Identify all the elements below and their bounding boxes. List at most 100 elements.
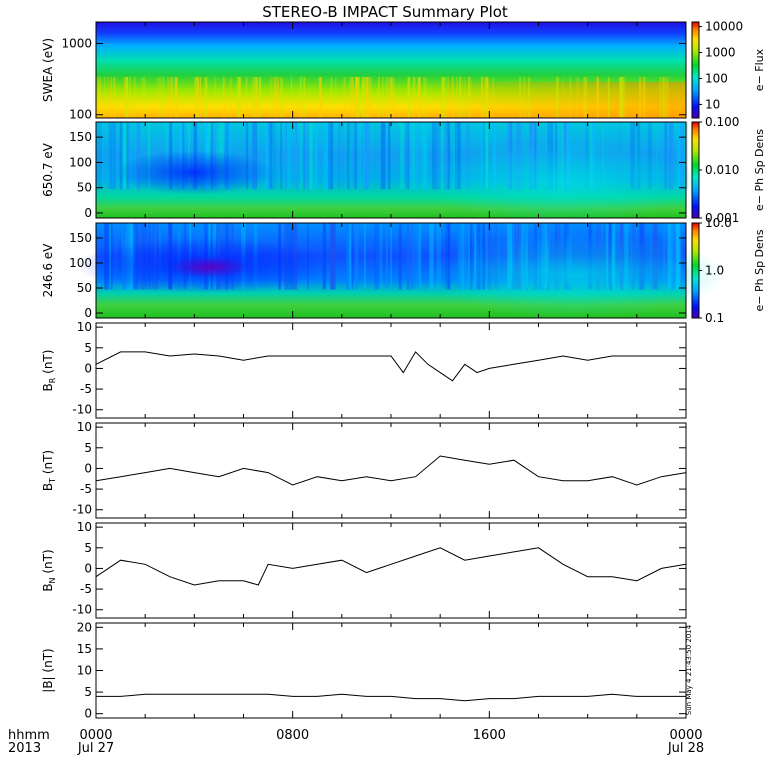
y-tick-label: 5 xyxy=(84,685,92,699)
y-tick-label: -5 xyxy=(80,482,92,496)
spectrogram-streak xyxy=(407,223,410,290)
spectrogram-streak xyxy=(343,77,346,118)
spectrogram-streak xyxy=(385,77,388,118)
y-tick-label: 10 xyxy=(77,420,92,434)
spectrogram-streak xyxy=(351,122,354,190)
spectrogram-streak xyxy=(103,77,106,118)
y-axis-label-subscript: N xyxy=(48,577,57,583)
spectrogram-streak xyxy=(364,122,370,190)
spectrogram-streak xyxy=(416,223,420,290)
spectrogram-streak xyxy=(468,77,470,118)
spectrogram-streak xyxy=(110,77,112,118)
spectrogram-streak xyxy=(320,77,322,118)
spectrogram-streak xyxy=(101,122,104,190)
spectrogram-streak xyxy=(110,122,116,190)
spectrogram-streak xyxy=(642,77,646,118)
spectrogram-streak xyxy=(444,122,448,190)
spectrogram-streak xyxy=(447,77,449,118)
spectrogram-streak xyxy=(114,122,117,190)
spectrogram-streak xyxy=(365,77,368,118)
y-tick-label: -5 xyxy=(80,382,92,396)
timestamp: Sun May 4 21:43:50 2014 xyxy=(685,624,693,715)
spectrogram-streak xyxy=(519,77,522,118)
spectrogram-streak xyxy=(349,223,351,290)
spectrogram-streak xyxy=(442,77,445,118)
spectrogram-streak xyxy=(245,77,248,118)
panel-frame xyxy=(95,522,687,619)
spectrogram-streak xyxy=(351,77,354,118)
spectrogram-streak xyxy=(294,122,298,190)
y-tick-label: -5 xyxy=(80,582,92,596)
spectrogram-streak xyxy=(663,77,666,118)
spectrogram-streak xyxy=(280,77,283,118)
spectrogram-streak xyxy=(398,223,402,290)
spectrogram-feature xyxy=(114,150,275,195)
spectrogram-streak xyxy=(229,77,232,118)
y-axis-label: BR (nT) xyxy=(41,350,57,392)
spectrogram-streak xyxy=(480,77,483,118)
y-axis-label-symbol: B xyxy=(41,583,55,591)
spectrogram-streak xyxy=(111,122,114,190)
y-tick-label: 0 xyxy=(84,461,92,475)
spectrogram-streak xyxy=(406,223,411,290)
y-axis-label-symbol: B xyxy=(41,383,55,391)
y-tick-label: 5 xyxy=(84,341,92,355)
spectrogram-streak xyxy=(659,77,662,118)
spectrogram-streak xyxy=(339,122,344,190)
colorbar-pad246 xyxy=(691,222,700,319)
spectrogram-streak xyxy=(135,122,137,190)
spectrogram-streak xyxy=(447,122,450,190)
colorbar-swea xyxy=(691,21,700,119)
spectrogram-streak xyxy=(620,77,622,118)
spectrogram-streak xyxy=(285,122,290,190)
spectrogram-streak xyxy=(417,77,421,118)
spectrogram-streak xyxy=(363,122,368,190)
spectrogram-streak xyxy=(436,122,441,190)
spectrogram-streak xyxy=(303,122,305,190)
spectrogram-streak xyxy=(436,223,442,290)
spectrogram-streak xyxy=(375,223,381,290)
panel-bt: -10 -5 0 5 10 BT (nT) xyxy=(41,420,687,519)
spectrogram-streak xyxy=(482,77,484,118)
spectrogram-streak xyxy=(245,122,249,190)
spectrogram-streak xyxy=(424,77,427,118)
spectrogram-streak xyxy=(412,77,415,118)
spectrogram-streak xyxy=(464,77,466,118)
spectrogram-streak xyxy=(318,77,322,118)
spectrogram-streak xyxy=(253,77,257,118)
spectrogram-feature xyxy=(423,142,704,223)
spectrogram-streak xyxy=(355,77,357,118)
y-axis-label: |B| (nT) xyxy=(41,648,55,692)
spectrogram-streak xyxy=(136,122,141,190)
spectrogram-streak xyxy=(431,122,437,190)
spectrogram-streak xyxy=(348,122,352,190)
colorbar-tick-label: 10000 xyxy=(705,20,743,34)
spectrogram-streak xyxy=(265,122,271,190)
panel-pad246: 0.1 1.0 10.0 e− Ph Sp Dens 0 50 100 150 246.6 eV xyxy=(41,216,766,325)
spectrogram-streak xyxy=(354,223,359,290)
spectrogram-streak xyxy=(362,77,365,118)
spectrogram-streak xyxy=(299,122,303,190)
spectrogram-streak xyxy=(122,122,127,190)
panel-bmag: 0 5 10 15 20 |B| (nT) xyxy=(41,620,687,721)
spectrogram-streak xyxy=(485,77,489,118)
spectrogram-streak xyxy=(174,77,176,118)
spectrogram-streak xyxy=(108,122,112,190)
spectrogram-streak xyxy=(259,77,262,118)
spectrogram-streak xyxy=(456,122,460,190)
spectrogram-streak xyxy=(392,77,395,118)
spectrogram-streak xyxy=(665,77,669,118)
spectrogram-streak xyxy=(492,77,494,118)
spectrogram-streak xyxy=(679,122,685,190)
spectrogram-streak xyxy=(668,122,673,190)
y-tick-label: -10 xyxy=(72,503,92,517)
spectrogram-streak xyxy=(569,77,572,118)
colorbar-tick-label: 100 xyxy=(705,71,728,85)
spectrogram-streak xyxy=(107,122,110,190)
spectrogram-streak xyxy=(429,223,434,290)
spectrogram-streak xyxy=(424,122,427,190)
spectrogram-streak xyxy=(576,77,579,118)
spectrogram-streak xyxy=(129,122,133,190)
y-tick-label: 10 xyxy=(77,320,92,334)
spectrogram-streak xyxy=(354,122,357,190)
